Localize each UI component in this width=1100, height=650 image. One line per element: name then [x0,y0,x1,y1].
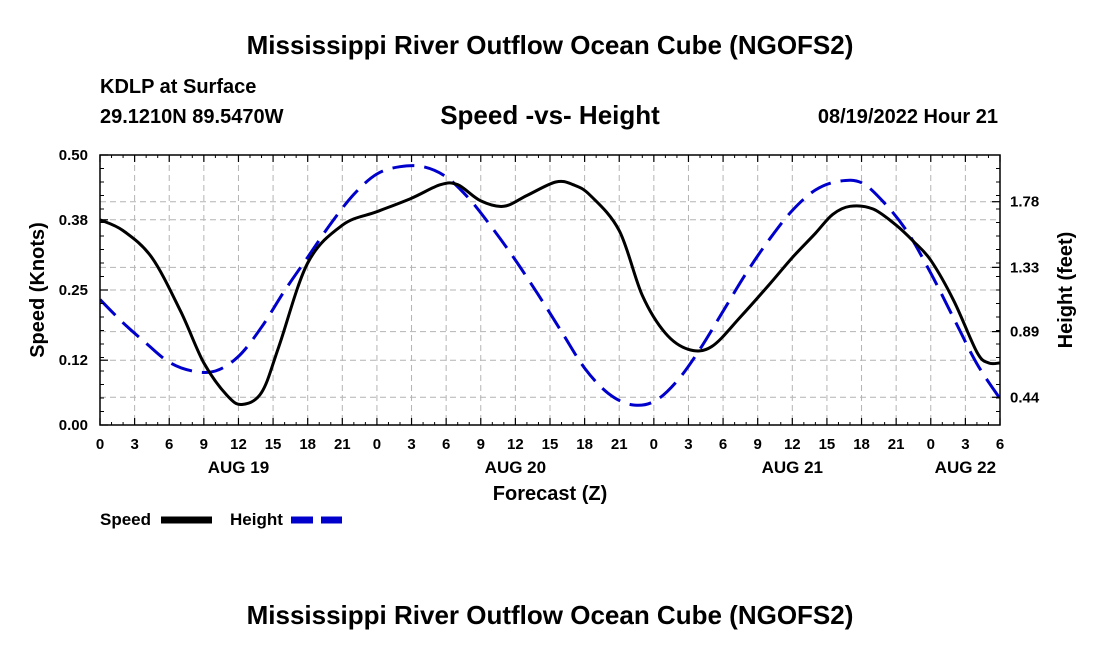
day-label: AUG 19 [208,458,269,477]
x-axis-label: Forecast (Z) [493,483,607,505]
coordinates-label: 29.1210N 89.5470W [100,106,284,128]
x-tick-label: 3 [130,436,138,453]
right-axis-label: Height (feet) [1055,232,1077,349]
x-tick-label: 0 [927,436,935,453]
x-tick-label: 0 [373,436,381,453]
x-tick-label: 6 [165,436,173,453]
left-tick-label: 0.25 [59,282,88,299]
chart-subtitle: Speed -vs- Height [440,100,660,130]
x-tick-label: 12 [230,436,247,453]
left-axis-label: Speed (Knots) [27,222,49,358]
station-label: KDLP at Surface [100,76,257,98]
x-tick-label: 3 [684,436,692,453]
x-tick-label: 3 [407,436,415,453]
series [100,164,1000,407]
left-tick-label: 0.38 [59,212,88,229]
legend-label-height: Height [230,510,283,529]
x-tick-label: 21 [611,436,628,453]
x-tick-label: 3 [961,436,969,453]
right-tick-label: 0.89 [1010,324,1039,341]
day-label: AUG 21 [762,458,823,477]
x-tick-label: 9 [754,436,762,453]
axes: 0 3 6 9 12 15 18 21 0 3 6 9 12 15 18 21 0 3 6 9 12 15 18 21 0 3 6A… [27,147,1077,505]
x-tick-label: 15 [265,436,282,453]
x-tick-label: 15 [542,436,559,453]
x-tick-label: 9 [477,436,485,453]
right-tick-label: 1.33 [1010,259,1039,276]
day-label: AUG 20 [485,458,546,477]
speed-series-line [100,179,1000,407]
x-tick-label: 12 [784,436,801,453]
left-tick-label: 0.50 [59,147,88,164]
x-tick-label: 0 [650,436,658,453]
left-tick-label: 0.00 [59,417,88,434]
x-tick-label: 21 [334,436,351,453]
x-tick-label: 0 [96,436,104,453]
height-series-line [100,164,1000,407]
footer-title: Mississippi River Outflow Ocean Cube (NG… [246,600,854,630]
legend: Speed Height [100,510,342,529]
x-tick-label: 12 [507,436,524,453]
forecast-datetime: 08/19/2022 Hour 21 [817,106,998,128]
x-tick-label: 18 [576,436,593,453]
x-tick-label: 6 [442,436,450,453]
x-tick-label: 6 [996,436,1004,453]
legend-label-speed: Speed [100,510,151,529]
left-tick-label: 0.12 [59,352,88,369]
x-tick-label: 15 [819,436,836,453]
x-tick-label: 6 [719,436,727,453]
right-tick-label: 1.78 [1010,194,1039,211]
x-tick-label: 21 [888,436,905,453]
grid [100,155,1000,425]
x-tick-label: 18 [853,436,870,453]
right-tick-label: 0.44 [1010,389,1040,406]
main-title: Mississippi River Outflow Ocean Cube (NG… [246,30,854,60]
x-tick-label: 18 [299,436,316,453]
x-tick-label: 9 [200,436,208,453]
day-label: AUG 22 [935,458,996,477]
